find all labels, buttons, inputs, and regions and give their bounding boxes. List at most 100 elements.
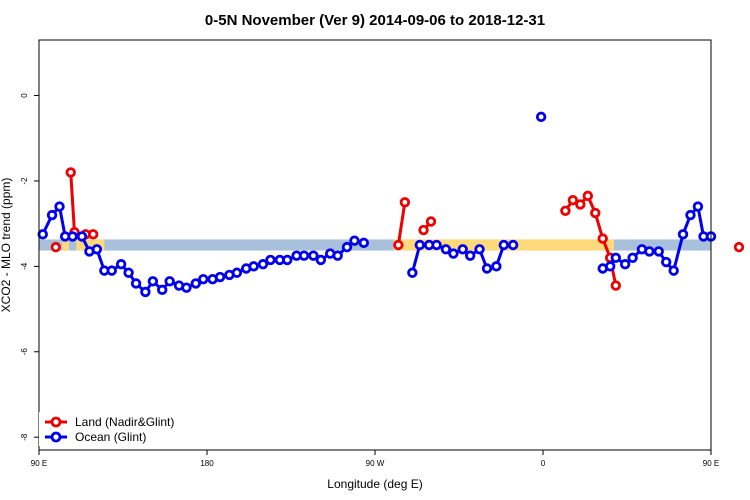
series-1-point (491, 261, 502, 272)
series-1-point (431, 239, 442, 251)
series-1-point (644, 246, 655, 257)
series-1-point (140, 286, 151, 298)
series-1 (37, 111, 717, 298)
series-1-point (147, 276, 159, 287)
series-0-point (733, 241, 745, 253)
series-1-point (298, 250, 310, 261)
series-1-point (106, 265, 117, 276)
series-1-point (332, 250, 343, 261)
series-0-line-0 (69, 172, 94, 236)
series-1-point (535, 111, 547, 123)
series-0-point (575, 199, 586, 210)
series-1-point (358, 237, 369, 249)
series-1-point (91, 244, 103, 255)
chart-title: 0-5N November (Ver 9) 2014-09-06 to 2018… (205, 12, 545, 29)
series-0-point (582, 190, 593, 202)
x-tick-label: 0 (541, 459, 546, 468)
series-0-point (65, 167, 76, 178)
series-1-point (474, 244, 485, 255)
series-1-point (123, 267, 134, 278)
band-land-1 (76, 239, 105, 251)
series-1-point (308, 250, 319, 261)
y-axis: 0 -2 -4 -6 -8 (20, 93, 39, 441)
series-1-point (692, 201, 704, 212)
series-1-point (315, 254, 327, 266)
series-1-point (465, 250, 476, 261)
series-1-point (156, 284, 168, 296)
y-axis-label: XCO2 - MLO trend (ppm) (0, 178, 13, 313)
series-1-point (265, 254, 276, 266)
series-1-point (349, 235, 360, 246)
series-1-point (115, 259, 127, 270)
legend-land-label: Land (Nadir&Glint) (75, 415, 174, 429)
series-1-point (130, 278, 142, 289)
series-1-point (661, 256, 672, 268)
series-1-point (54, 201, 65, 212)
band-ocean (39, 239, 711, 251)
series-0-point (567, 194, 579, 206)
series-1-point (37, 229, 48, 240)
legend-box (39, 412, 199, 446)
series-0-point (87, 229, 99, 240)
series-layer (37, 111, 745, 298)
series-0-point (610, 280, 621, 291)
band-land-0 (62, 239, 69, 251)
series-1-point (341, 241, 353, 253)
series-1-point (282, 254, 293, 266)
series-1-point (181, 282, 192, 293)
series-0-point (597, 233, 608, 244)
series-0-point (560, 205, 571, 217)
series-1-point (67, 231, 78, 242)
y-tick-label: -4 (20, 262, 29, 270)
series-0-point (393, 239, 404, 251)
series-1-point (440, 244, 452, 255)
series-1-point (457, 244, 468, 255)
series-1-point (668, 265, 679, 276)
x-tick-label: 180 (200, 459, 214, 468)
series-1-point (198, 273, 209, 285)
legend-ocean-marker (50, 431, 62, 443)
surface-band (39, 239, 711, 251)
series-1-point (414, 239, 425, 251)
x-axis: 90 E 180 90 W 0 90 E (31, 450, 719, 468)
series-1-point (46, 209, 58, 221)
legend: Land (Nadir&Glint) Ocean (Glint) (39, 412, 199, 446)
series-1-point (498, 239, 509, 251)
series-1-point (257, 259, 269, 270)
series-1-point (214, 271, 226, 283)
series-0-point (399, 197, 411, 208)
series-1-point (248, 261, 259, 272)
series-0-point (418, 224, 429, 236)
series-1-point (190, 278, 201, 289)
series-1-point (605, 261, 616, 272)
series-1-point (448, 248, 459, 259)
series-1-point (231, 267, 243, 278)
y-tick-label: -8 (20, 433, 29, 441)
series-0-line-1 (396, 202, 407, 246)
series-0-point (425, 216, 437, 227)
series-0 (50, 167, 745, 291)
series-1-point (407, 267, 418, 278)
legend-land-marker (50, 416, 62, 428)
x-tick-label: 90 E (703, 459, 719, 468)
y-tick-label: 0 (20, 93, 29, 98)
y-tick-label: -6 (20, 348, 29, 356)
series-1-point (677, 229, 689, 240)
series-1-point (76, 231, 88, 242)
series-1-point (610, 252, 621, 264)
x-axis-label: Longitude (deg E) (327, 477, 422, 491)
y-tick-label: -2 (20, 177, 29, 185)
series-1-point (481, 263, 493, 274)
series-1-point (507, 239, 519, 251)
series-1-point (627, 252, 638, 264)
series-1-point (653, 246, 664, 257)
series-0-point (590, 207, 601, 219)
x-tick-label: 90 E (31, 459, 47, 468)
series-1-point (164, 276, 175, 287)
series-1-point (619, 259, 631, 270)
series-1-point (685, 209, 696, 221)
series-0-point (50, 241, 61, 253)
x-tick-label: 90 W (366, 459, 385, 468)
legend-ocean-label: Ocean (Glint) (75, 430, 146, 444)
